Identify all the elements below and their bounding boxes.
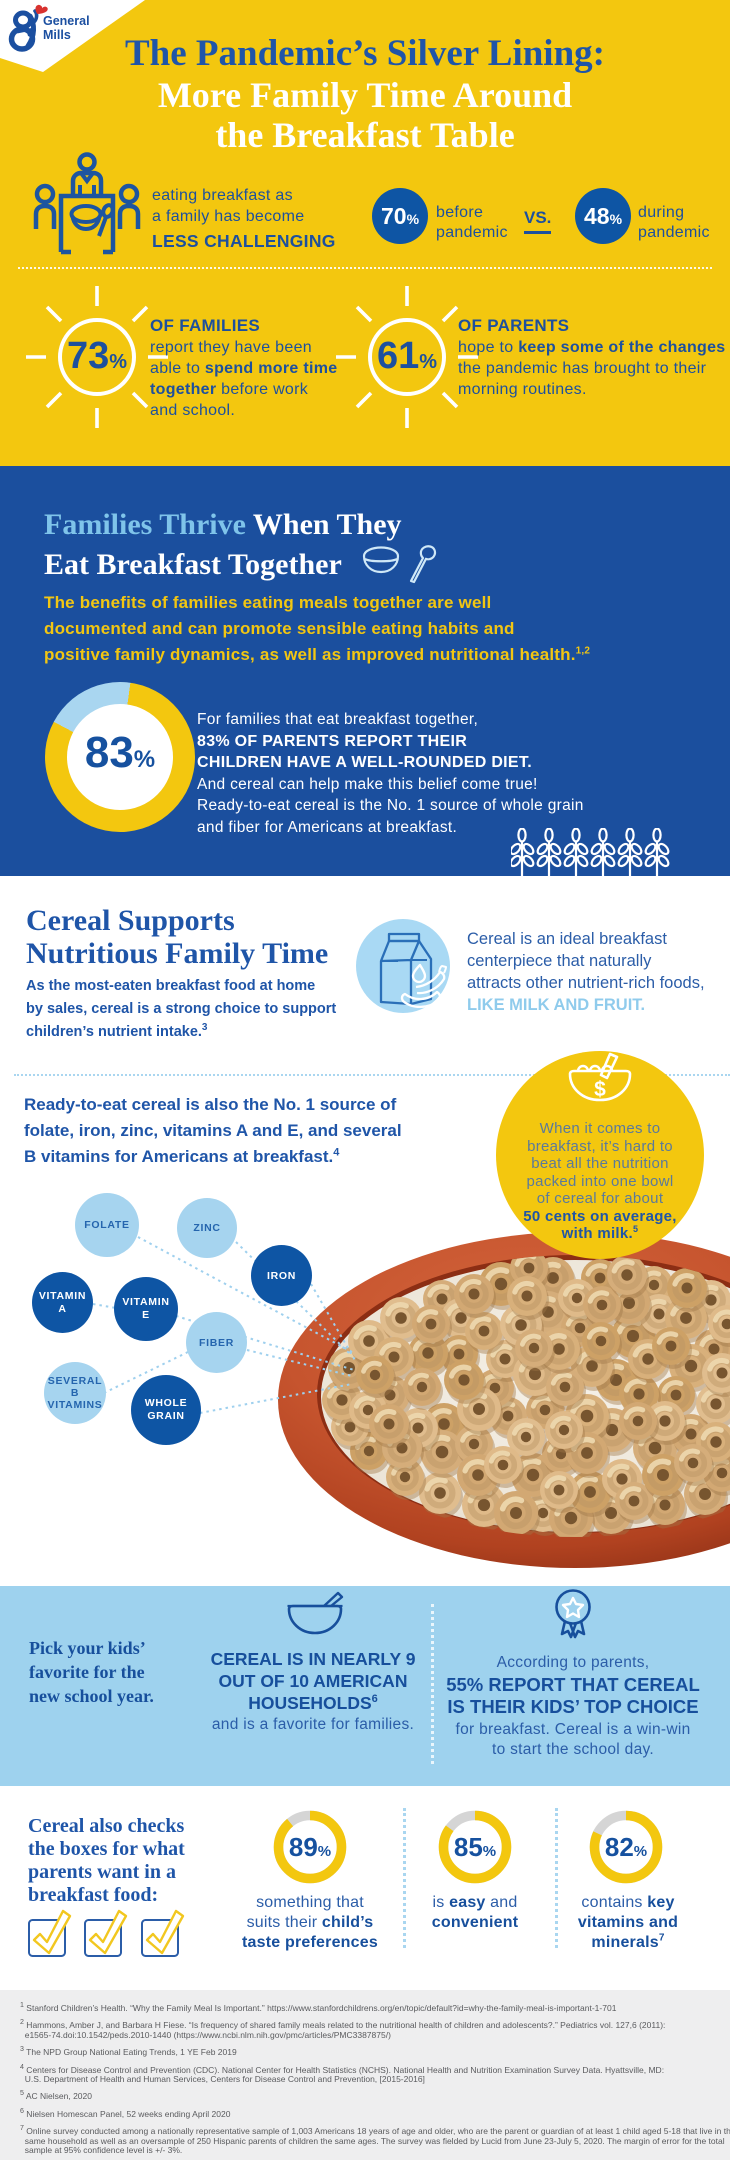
svg-text:$: $ xyxy=(594,1078,606,1101)
